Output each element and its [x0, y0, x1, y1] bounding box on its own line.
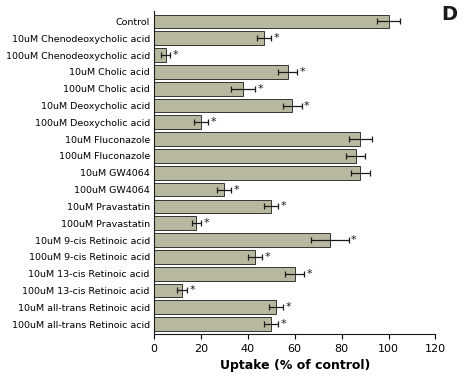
Bar	[154, 48, 166, 62]
Bar	[154, 233, 330, 247]
Text: *: *	[307, 269, 312, 279]
Text: *: *	[264, 252, 270, 262]
Text: D: D	[441, 5, 457, 24]
Bar	[154, 82, 243, 96]
Text: *: *	[257, 84, 263, 94]
Text: *: *	[203, 218, 209, 228]
Text: *: *	[234, 184, 239, 195]
Bar	[154, 166, 360, 180]
Bar	[154, 200, 271, 213]
Text: *: *	[210, 117, 216, 127]
Text: *: *	[285, 302, 291, 312]
X-axis label: Uptake (% of control): Uptake (% of control)	[219, 359, 370, 372]
Text: *: *	[300, 67, 305, 77]
Bar	[154, 15, 389, 28]
Bar	[154, 99, 292, 112]
Bar	[154, 149, 356, 163]
Bar	[154, 284, 182, 297]
Text: *: *	[281, 201, 286, 211]
Bar	[154, 301, 276, 314]
Bar	[154, 31, 264, 45]
Text: *: *	[304, 101, 310, 110]
Bar	[154, 216, 196, 230]
Bar	[154, 65, 288, 79]
Bar	[154, 183, 224, 197]
Bar	[154, 317, 271, 331]
Text: *: *	[189, 285, 195, 296]
Text: *: *	[351, 235, 356, 245]
Text: *: *	[281, 319, 286, 329]
Bar	[154, 132, 360, 146]
Bar	[154, 115, 201, 129]
Bar	[154, 267, 295, 280]
Bar	[154, 250, 255, 264]
Text: *: *	[173, 50, 178, 60]
Text: *: *	[273, 33, 279, 43]
